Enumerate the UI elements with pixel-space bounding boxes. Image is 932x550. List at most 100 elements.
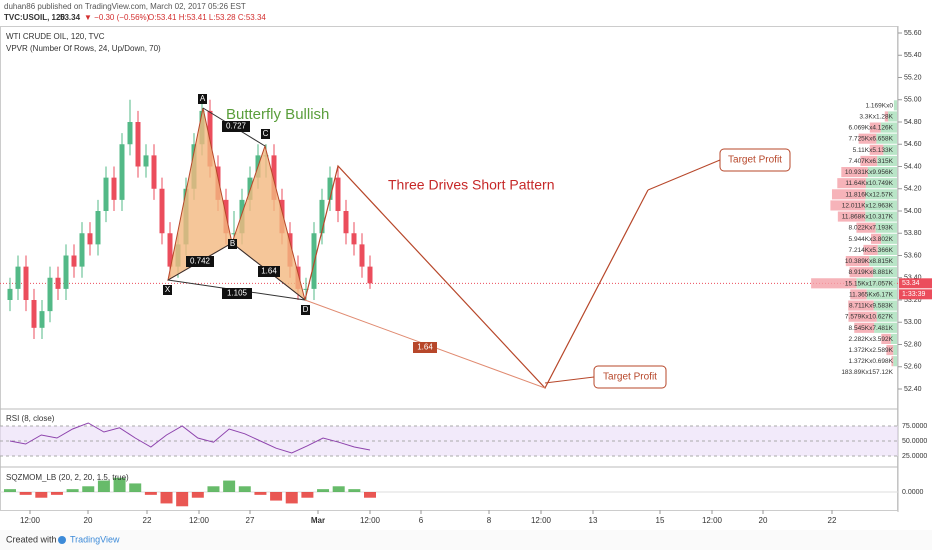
vpvr-down-label: 17.057K	[869, 280, 894, 287]
vpvr-down-label: 10.627K	[869, 313, 894, 320]
vpvr-down-label: 5.133K	[872, 147, 893, 154]
vpvr-down	[850, 289, 867, 300]
vpvr-down-label: 10.749K	[869, 180, 894, 187]
separator: x	[866, 180, 870, 187]
separator: x	[866, 213, 870, 220]
separator: x	[886, 102, 890, 109]
vpvr-label: 2.282Kx3.592K	[849, 336, 894, 343]
candle-body	[351, 233, 357, 245]
candle-body	[327, 177, 333, 200]
x-tick-label: 22	[143, 516, 152, 525]
vpvr-up-label: 7.407K	[849, 158, 870, 165]
vpvr-down-label: 0	[889, 102, 893, 109]
x-tick-label: 12:00	[360, 516, 381, 525]
vpvr-label: 10.389Kx8.815K	[845, 258, 894, 265]
momentum-bar	[364, 492, 376, 498]
vpvr-up	[888, 111, 897, 122]
x-tick-label: 12:00	[531, 516, 552, 525]
y-tick-label: 53.40	[904, 275, 922, 282]
vpvr-down-label: 0.698K	[872, 358, 893, 365]
y-tick-label: 55.40	[904, 52, 922, 59]
footer-text: Created with	[6, 534, 57, 544]
vpvr-label: 10.931Kx9.956K	[845, 169, 894, 176]
vpvr-up	[875, 222, 897, 233]
candle-body	[95, 211, 101, 245]
vpvr-down	[886, 345, 894, 356]
x-tick-label: 12:00	[189, 516, 210, 525]
separator: x	[869, 325, 873, 332]
logo	[58, 536, 66, 544]
candle-body	[15, 266, 21, 289]
vpvr-down	[830, 200, 865, 211]
vpvr-up	[874, 322, 897, 333]
separator: x	[873, 291, 877, 298]
separator: x	[869, 236, 873, 243]
countdown-bg	[899, 289, 932, 300]
vpvr-down	[849, 267, 874, 278]
vpvr-down	[845, 256, 870, 267]
point: A	[200, 94, 206, 103]
momentum-bar	[82, 486, 95, 492]
vpvr-up-label: 3.3K	[859, 113, 873, 120]
vpvr-down	[891, 356, 894, 367]
ratio: 1.64	[417, 343, 433, 352]
vpvr-up-label: 8.711K	[849, 302, 870, 309]
separator: x	[869, 347, 873, 354]
x-tick-label: 13	[589, 516, 598, 525]
y-tick-label: 53.20	[904, 297, 922, 304]
momentum-bar	[254, 492, 267, 495]
candle-body	[319, 199, 325, 234]
vpvr-up-label: 1.372K	[849, 347, 870, 354]
vpvr-up	[856, 278, 897, 289]
y-tick-label: 54.60	[904, 141, 922, 148]
vpvr-down-label: 10.317K	[869, 213, 894, 220]
vpvr-up-label: 7.214K	[849, 247, 870, 254]
vpvr-label: 7.407Kx6.315K	[849, 158, 894, 165]
candle-body	[39, 311, 45, 328]
x-tick-label: 8	[487, 516, 492, 525]
ratio: 0.727	[226, 122, 247, 131]
candle-body	[151, 155, 157, 189]
point: B	[230, 239, 235, 248]
footer-brand: TradingView	[70, 534, 120, 544]
y-tick-label: 55.00	[904, 97, 922, 104]
vpvr-down-label: 8.815K	[872, 258, 893, 265]
vpvr-up-label: 10.931K	[845, 169, 870, 176]
y-tick-label: 52.60	[904, 364, 922, 371]
ratio: 0.742	[190, 257, 211, 266]
vpvr-down-label: 2.589K	[872, 347, 893, 354]
y-tick-label: 54.20	[904, 186, 922, 193]
target: Target Profit	[728, 155, 782, 166]
y-tick-label: 53.80	[904, 230, 922, 237]
vpvr-label: 8.545Kx7.481K	[849, 325, 894, 332]
vpvr-down	[848, 300, 874, 311]
vpvr-up	[880, 122, 897, 133]
momentum-bar	[160, 492, 173, 504]
vpvr-up-label: 8.919K	[849, 269, 870, 276]
vpvr-up	[877, 155, 897, 166]
countdown: 1:33:39	[902, 291, 925, 298]
vpvr-down-label: 12.57K	[872, 191, 893, 198]
point: C	[263, 129, 269, 138]
rsi-line	[9, 422, 371, 454]
vpvr-up	[873, 300, 897, 311]
vpvr-up-label: 7.725K	[849, 135, 870, 142]
momentum-bar	[317, 489, 330, 492]
candle-body	[111, 177, 117, 200]
vpvr-down	[837, 178, 866, 189]
momentum-bar	[301, 492, 314, 498]
momentum-bar	[176, 492, 189, 507]
vpvr-up-label: 5.11K	[853, 147, 870, 154]
vpvr-down	[869, 122, 881, 133]
candle-body	[135, 122, 141, 167]
vpvr-up-label: 2.282K	[849, 336, 870, 343]
vpvr-up	[864, 200, 897, 211]
candle-body	[47, 277, 53, 312]
vpvr-down-label: 3.802K	[872, 236, 893, 243]
publisher: duhan86 published on TradingView.com, Ma…	[4, 2, 246, 11]
vpvr-up-label: 5.944K	[849, 236, 870, 243]
vpvr-label: 3.3Kx1.28K	[859, 113, 893, 120]
chart-title: WTI CRUDE OIL, 120, TVC	[6, 32, 105, 41]
